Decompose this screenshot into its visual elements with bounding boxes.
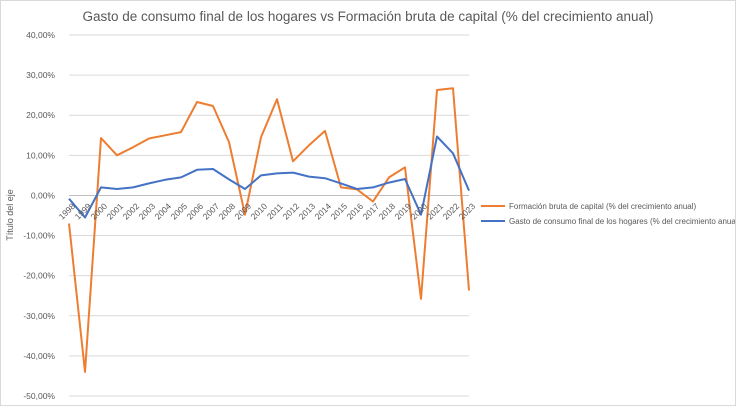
x-tick-label: 2015 [329,201,350,222]
y-tick-label: 0,00% [31,190,56,200]
series-lines [68,87,470,373]
legend-label: Formación bruta de capital (% del crecim… [509,202,697,211]
y-tick-label: 20,00% [26,110,55,120]
x-tick-label: 2010 [249,201,270,222]
x-tick-label: 2002 [121,201,142,222]
x-tick-label: 2018 [377,201,398,222]
x-tick-label: 2012 [281,201,302,222]
y-axis-title: Título del eje [5,189,15,241]
series-line-1 [68,87,470,373]
x-tick-label: 2013 [297,201,318,222]
y-tick-label: -40,00% [23,351,55,361]
x-tick-label: 2005 [169,201,190,222]
x-tick-label: 2007 [201,201,222,222]
x-tick-label: 2001 [105,201,126,222]
x-tick-label: 2009 [233,201,254,222]
x-tick-label: 2008 [217,201,238,222]
x-tick-label: 2011 [265,201,285,221]
x-tick-label: 2003 [137,201,158,222]
y-tick-label: -10,00% [23,231,55,241]
x-tick-label: 2022 [441,201,462,222]
x-tick-label: 2004 [153,201,174,222]
chart-title: Gasto de consumo final de los hogares vs… [82,9,653,24]
y-tick-label: 10,00% [26,150,55,160]
series-line-2 [68,135,470,219]
y-tick-label: 40,00% [26,30,55,40]
x-tick-label: 1999 [73,201,94,222]
legend: Formación bruta de capital (% del crecim… [481,202,735,226]
y-tick-label: 30,00% [26,70,55,80]
x-tick-label: 2017 [361,201,382,222]
legend-label: Gasto de consumo final de los hogares (%… [509,217,735,226]
x-tick-label: 2016 [345,201,366,222]
y-tick-label: -30,00% [23,311,55,321]
x-tick-label: 2023 [457,201,478,222]
y-tick-label: -50,00% [23,391,55,401]
y-tick-label: -20,00% [23,271,55,281]
x-axis-tick-labels: 1998199920002001200220032004200520062007… [57,201,478,222]
x-tick-label: 2014 [313,201,334,222]
grid-lines [69,34,469,397]
x-tick-label: 2006 [185,201,206,222]
y-axis-tick-labels: 40,00% 30,00% 20,00% 10,00% 0,00% -10,00% -20,… [23,30,55,401]
